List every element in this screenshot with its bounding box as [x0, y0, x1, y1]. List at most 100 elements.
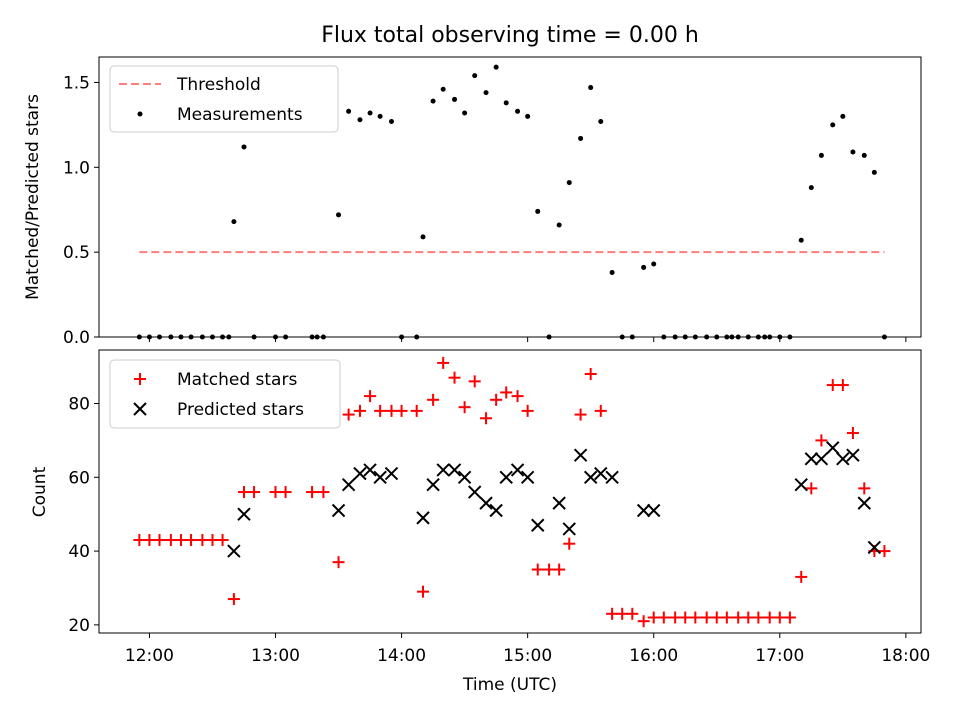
measurement-point [850, 149, 856, 155]
predicted-star-point [605, 470, 619, 485]
matched-star-point [795, 570, 808, 583]
x-tick-label: 16:00 [629, 646, 678, 666]
measurement-point [430, 98, 436, 104]
bottom-y-axis-label: Count [30, 466, 50, 517]
bottom-legend-box [109, 359, 341, 429]
matched-star-point [521, 404, 534, 417]
matched-star-point [490, 393, 503, 406]
matched-star-point [836, 379, 849, 392]
matched-star-point [480, 412, 493, 425]
matched-star-point [353, 404, 366, 417]
top-y-tick-label: 1.5 [63, 73, 90, 93]
measurement-point [641, 264, 647, 270]
matched-star-point [279, 486, 292, 499]
top-plot-marks [136, 64, 887, 340]
measurement-point [861, 152, 867, 158]
matched-star-point [858, 482, 871, 495]
matched-star-point [710, 611, 723, 624]
x-tick-label: 12:00 [125, 646, 174, 666]
measurement-point [651, 261, 657, 267]
matched-star-point [269, 486, 282, 499]
measurement-point [420, 234, 426, 240]
measurement-point [798, 237, 804, 243]
matched-star-point [342, 408, 355, 421]
measurement-point [336, 212, 342, 218]
predicted-star-point [384, 466, 399, 481]
measurement-point [588, 85, 594, 91]
predicted-star-point [846, 448, 860, 462]
matched-star-point [574, 408, 587, 421]
matched-star-point [306, 486, 319, 499]
matched-star-point [626, 607, 639, 620]
predicted-star-point [363, 463, 377, 477]
predicted-star-point [489, 503, 503, 518]
measurement-point [535, 208, 541, 214]
measurement-point [830, 122, 836, 128]
predicted-star-point [836, 452, 850, 466]
measurement-point [840, 113, 846, 119]
matched-star-point [531, 563, 544, 576]
matched-star-point [364, 390, 377, 403]
predicted-star-point [510, 463, 525, 477]
matched-star-point [647, 611, 660, 624]
predicted-star-point [552, 496, 566, 510]
predicted-star-point [416, 511, 430, 525]
predicted-star-point [457, 470, 472, 485]
matched-star-point [174, 534, 187, 547]
predicted-legend-label: Predicted stars [177, 400, 304, 420]
matched-star-point [332, 556, 345, 569]
measurement-point [818, 152, 824, 158]
predicted-star-point [857, 496, 871, 510]
predicted-star-point [814, 452, 829, 466]
matched-star-point [185, 534, 198, 547]
matched-star-point [153, 534, 166, 547]
measurement-point [578, 135, 584, 141]
matched-star-point [826, 379, 839, 392]
predicted-star-point [479, 496, 493, 510]
x-tick-label: 14:00 [377, 646, 426, 666]
bottom-plot-marks [133, 356, 891, 628]
predicted-star-point [647, 503, 661, 518]
predicted-star-point [531, 518, 545, 532]
matched-star-point [468, 375, 481, 388]
measurement-point [503, 100, 509, 106]
matched-star-point [700, 611, 713, 624]
predicted-star-point [804, 452, 819, 466]
predicted-star-point [227, 544, 241, 558]
matched-star-point [511, 390, 524, 403]
predicted-star-point [237, 507, 251, 521]
matched-star-point [543, 563, 556, 576]
measurement-point [515, 108, 521, 114]
top-panel: 0.0 0.5 1.0 1.5 Matched/Predicted stars Thr… [23, 56, 922, 348]
top-axes-frame [98, 56, 922, 338]
predicted-star-point [520, 470, 535, 485]
predicted-star-point [436, 463, 450, 477]
measurement-point [556, 222, 562, 228]
measurement-point [483, 90, 489, 96]
predicted-star-point [426, 477, 440, 492]
measurement-point [871, 169, 877, 175]
matched-star-point [584, 367, 597, 380]
measurement-point [241, 144, 247, 150]
top-x-ticks [148, 337, 907, 342]
predicted-star-point [794, 477, 808, 492]
matched-star-point [594, 404, 607, 417]
x-axis-label: Time (UTC) [462, 675, 557, 695]
matched-star-point [805, 482, 818, 495]
predicted-star-point [353, 466, 367, 481]
predicted-star-point [341, 477, 356, 492]
predicted-star-point [467, 485, 482, 499]
matched-star-point [815, 434, 828, 447]
matched-star-point [878, 545, 891, 558]
matched-star-point [437, 356, 450, 369]
measurement-point [452, 96, 458, 102]
matched-star-point [395, 404, 408, 417]
predicted-star-point [447, 463, 462, 477]
measurement-point [808, 185, 814, 191]
x-tick-label: 18:00 [881, 646, 930, 666]
measurement-point [346, 108, 352, 114]
bottom-y-tick-label: 40 [68, 542, 90, 562]
